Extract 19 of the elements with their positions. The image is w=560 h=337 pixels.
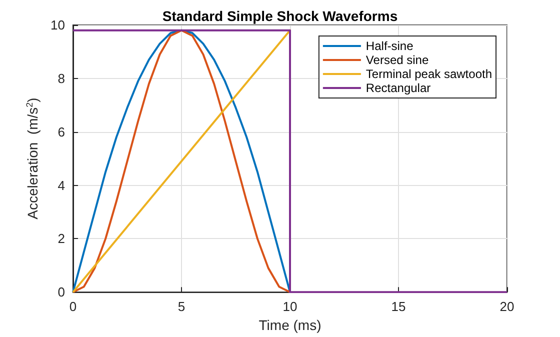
legend-label: Half-sine xyxy=(366,39,414,53)
legend-label: Terminal peak sawtooth xyxy=(366,67,492,81)
y-tick-label: 6 xyxy=(58,124,65,140)
y-tick-label: 8 xyxy=(58,70,65,86)
x-tick-label: 10 xyxy=(282,299,298,314)
y-tick-label: 0 xyxy=(58,284,65,300)
legend-label: Rectangular xyxy=(366,81,431,95)
y-tick-label: 4 xyxy=(58,178,65,193)
x-tick-label: 5 xyxy=(178,299,186,314)
x-tick-label: 15 xyxy=(391,299,406,314)
x-tick-label: 20 xyxy=(500,299,514,314)
line-series xyxy=(72,29,291,294)
x-tick-label: 0 xyxy=(69,299,77,314)
y-axis-title: Acceleration (m/s2) xyxy=(24,98,41,220)
x-axis-title: Time (ms) xyxy=(258,317,322,333)
legend-label: Versed sine xyxy=(366,53,429,67)
chart-title: Standard Simple Shock Waveforms xyxy=(162,8,398,24)
y-tick-label: 10 xyxy=(50,18,65,32)
y-tick-label: 2 xyxy=(58,231,65,246)
